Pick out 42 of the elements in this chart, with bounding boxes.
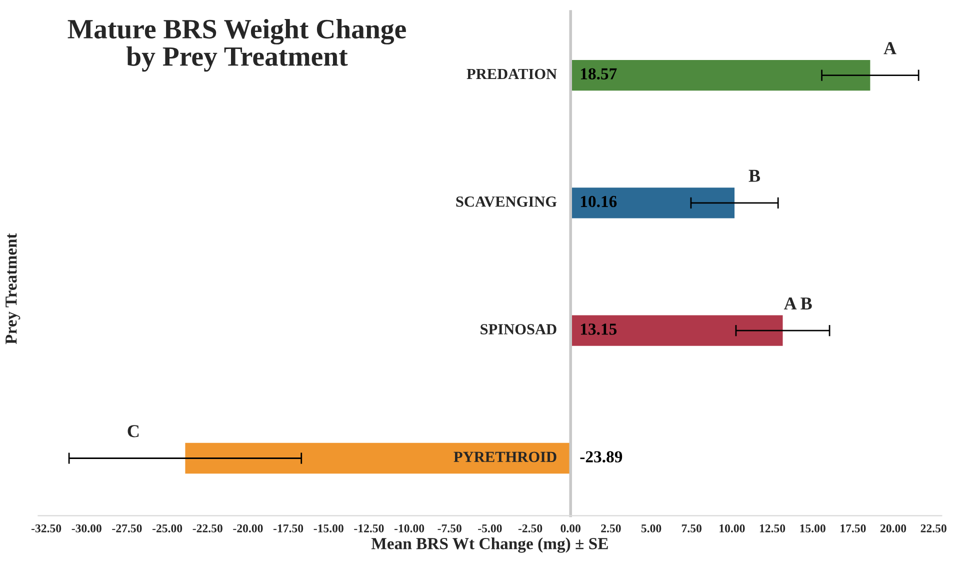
x-tick-label: -20.00 [233,524,263,532]
x-tick-label: -17.50 [273,524,304,532]
x-tick-label: 0.00 [560,524,580,532]
y-tick-label: SPINOSAD [480,324,556,334]
x-tick-label: -7.50 [438,524,462,532]
x-tick-label: -10.00 [394,524,424,532]
bar [570,188,735,218]
x-axis-title: Mean BRS Wt Change (mg) ± SE [371,538,608,553]
y-tick-label: SCAVENGING [456,196,557,207]
data-label: 13.15 [580,324,617,335]
x-tick-label: -30.00 [72,524,102,532]
x-tick-label: -25.00 [152,524,182,532]
bar [185,442,571,474]
x-tick-label: -22.50 [192,524,222,532]
text: Mature BRS Weight Change by Prey Treatment [68,19,406,72]
x-tick-label: 2.50 [601,524,621,532]
y-tick-label: PYRETHROID [454,452,556,462]
data-label: 18.57 [580,68,617,80]
x-tick-label: -32.50 [31,524,62,532]
bar [570,60,870,91]
x-tick-label: 7.50 [682,524,702,532]
x-tick-label: -27.50 [112,524,142,532]
x-tick-label: 5.00 [641,524,662,532]
x-tick-label: -12.50 [354,524,384,532]
x-tick-label: 10.00 [720,524,745,532]
x-tick-label: -15.00 [314,524,344,532]
annotation: A [884,42,896,54]
y-axis-title: Prey Treatment [6,233,20,344]
x-tick-label: -2.50 [518,524,542,532]
bar [570,315,783,346]
annotation: C [128,425,139,438]
data-label: 10.16 [580,196,617,208]
x-tick-label: -5.00 [478,524,502,532]
x-tick-label: 12.50 [760,524,786,532]
annotation: B [748,170,760,182]
annotation: A B [784,297,812,310]
x-tick-label: 22.50 [920,524,946,532]
data-label: -23.89 [580,451,622,462]
x-tick-label: 20.00 [880,524,906,532]
y-tick-label: PREDATION [466,68,557,80]
x-tick-label: 17.50 [840,524,866,532]
x-tick-label: 15.00 [800,524,826,532]
